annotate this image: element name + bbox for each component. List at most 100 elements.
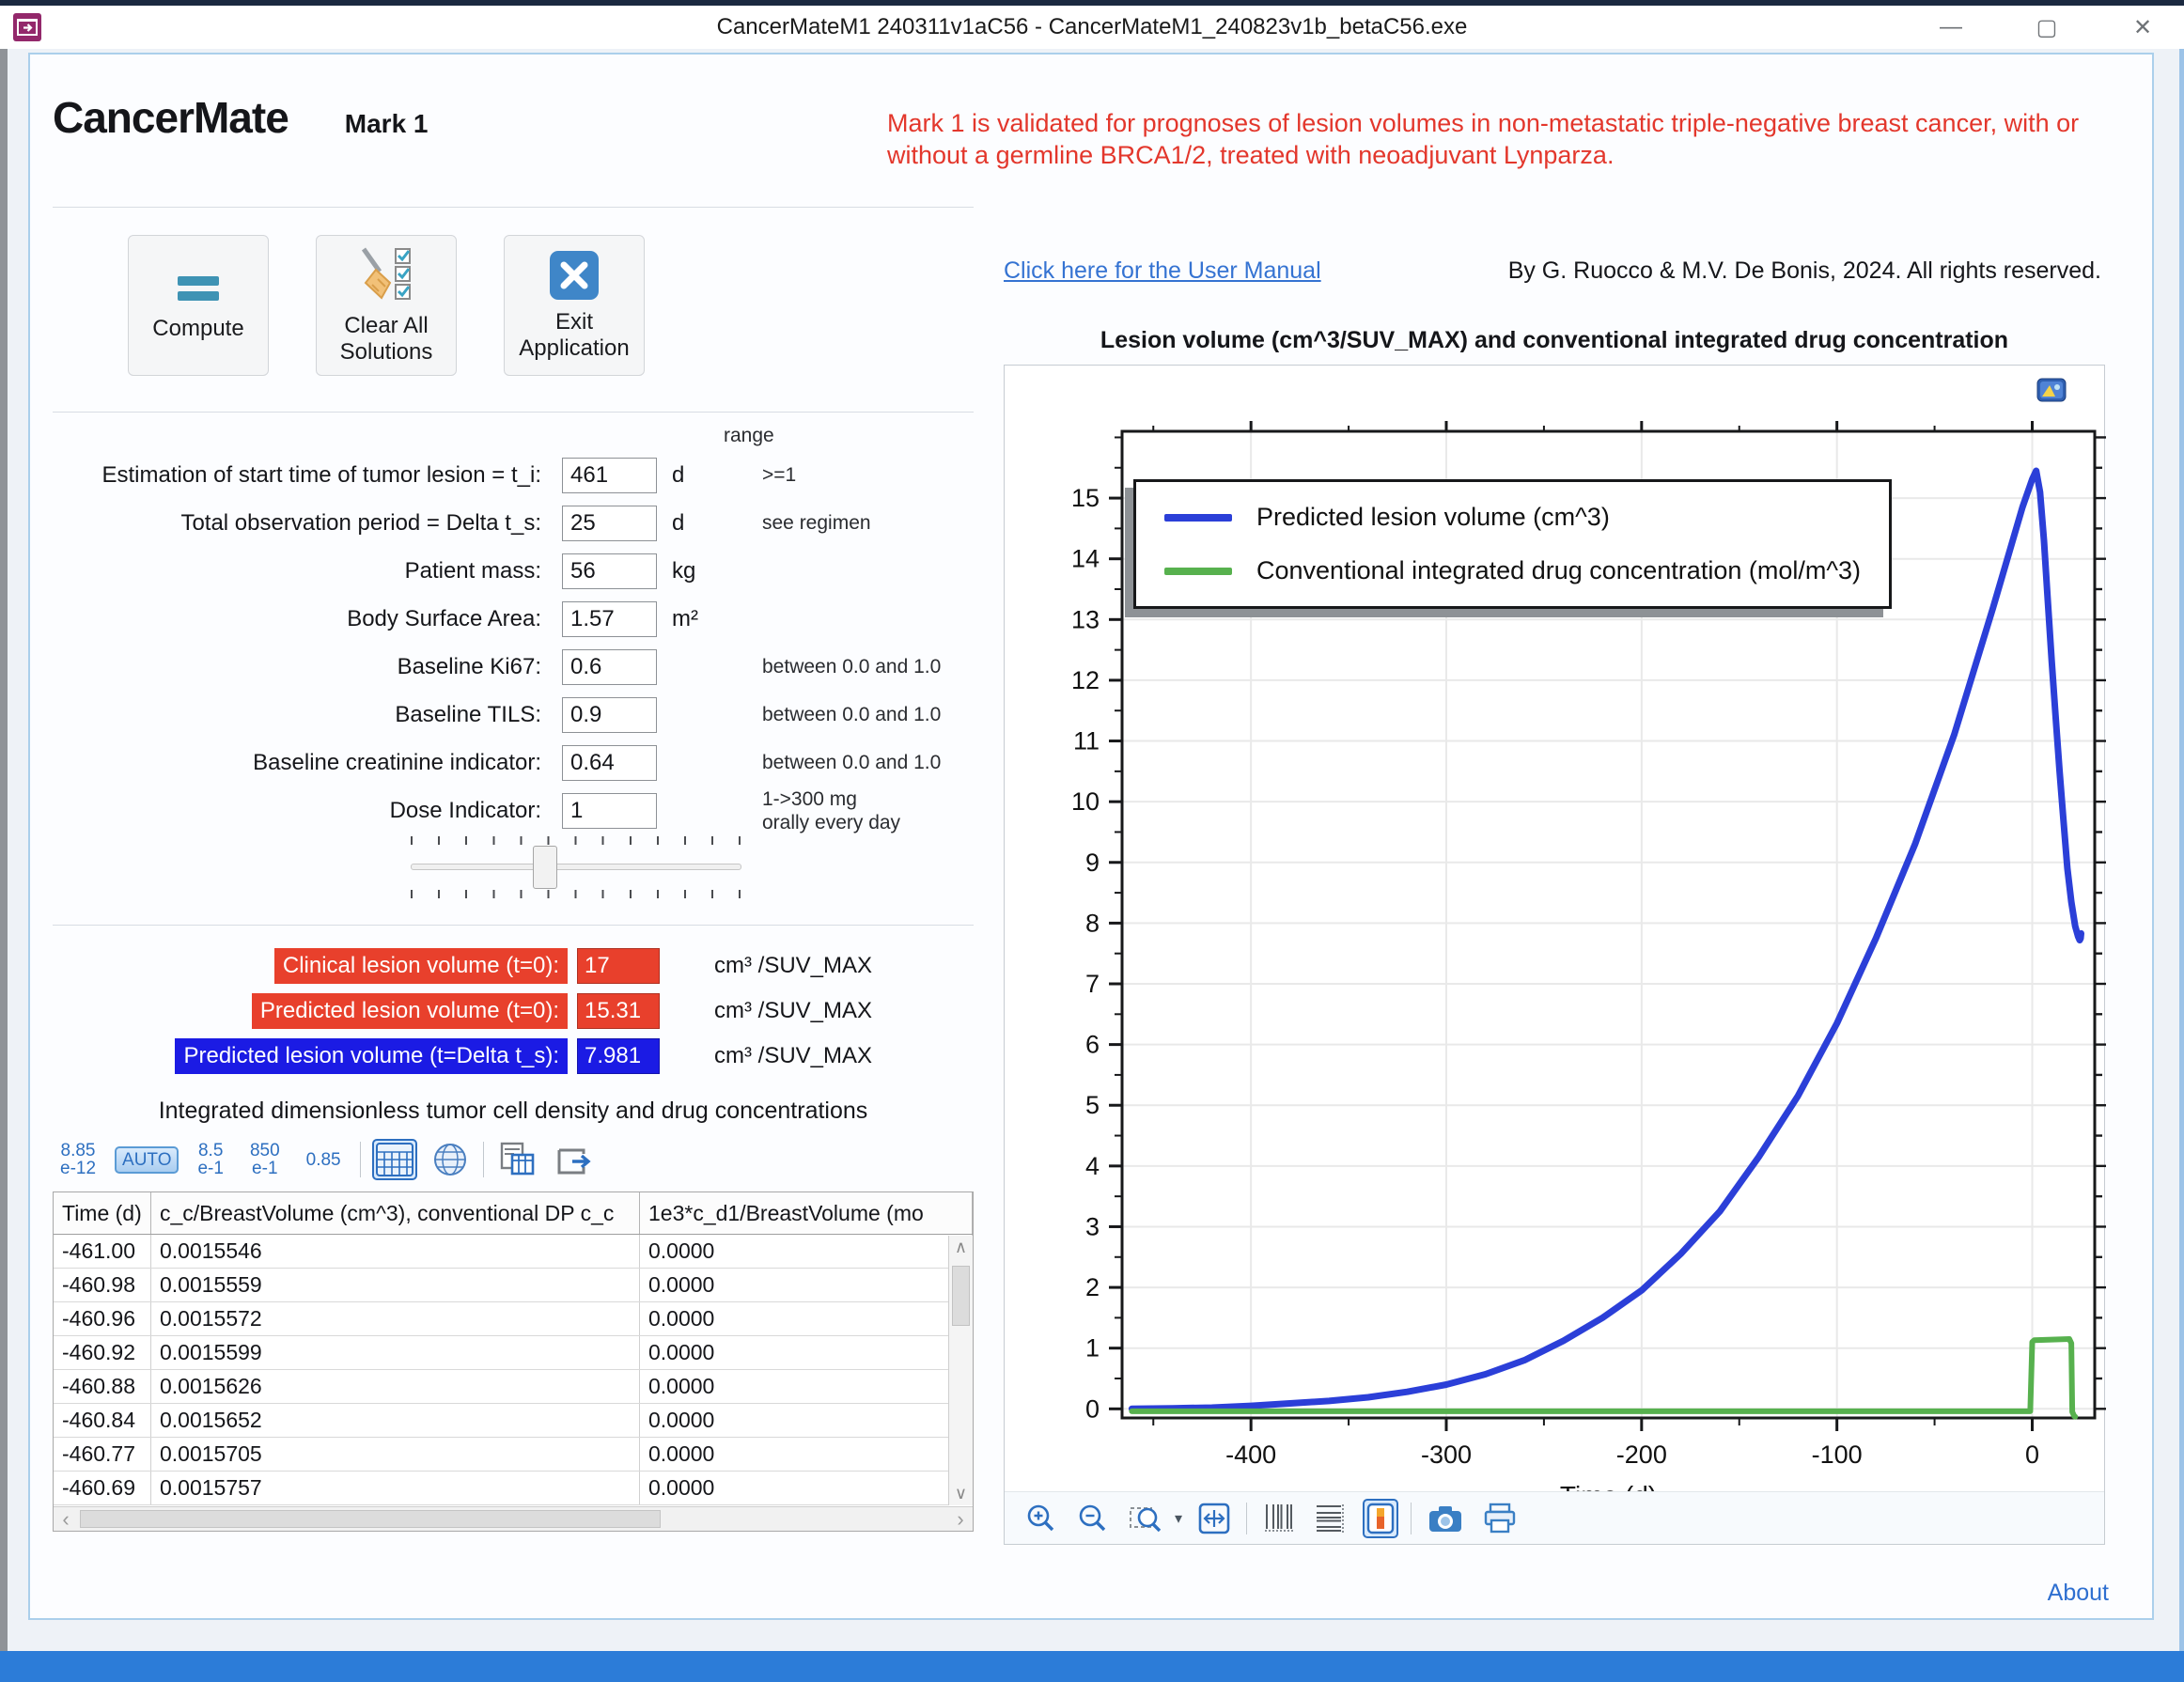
form-row: Estimation of start time of tumor lesion…: [53, 451, 992, 499]
cell-cd1: 0.0000: [640, 1404, 973, 1437]
table-row[interactable]: -460.77 0.0015705 0.0000: [54, 1438, 973, 1472]
horizontal-scroll-thumb[interactable]: [80, 1510, 661, 1528]
svg-text:15: 15: [1071, 484, 1100, 512]
scroll-down-icon[interactable]: ∨: [954, 1484, 968, 1503]
table-row[interactable]: -461.00 0.0015546 0.0000: [54, 1235, 973, 1269]
column-header[interactable]: 1e3*c_d1/BreastVolume (mo: [640, 1192, 973, 1234]
field-range: 1->300 mg orally every day: [762, 787, 900, 834]
cell-cd1: 0.0000: [640, 1302, 973, 1335]
field-label: Patient mass:: [404, 557, 541, 584]
dose-slider[interactable]: [411, 836, 741, 898]
field-range-line1: between 0.0 and 1.0: [762, 704, 942, 725]
copy-table-icon: [500, 1142, 534, 1176]
zoom-out-icon: [1079, 1504, 1106, 1531]
zoom-in-button[interactable]: [1022, 1499, 1061, 1538]
cell-cd1: 0.0000: [640, 1269, 973, 1301]
graphics-window-icon[interactable]: [2036, 377, 2067, 403]
clear-all-solutions-button[interactable]: Clear All Solutions: [316, 235, 457, 376]
table-row[interactable]: -460.98 0.0015559 0.0000: [54, 1269, 973, 1302]
cell-cc: 0.0015757: [151, 1472, 640, 1504]
cell-cd1: 0.0000: [640, 1370, 973, 1403]
form-rows: Estimation of start time of tumor lesion…: [53, 451, 992, 834]
color-legend-toggle-button[interactable]: [1363, 1498, 1399, 1538]
chart-frame: 0123456789101112131415-400-300-200-1000T…: [1004, 365, 2106, 1545]
horizontal-scrollbar[interactable]: ‹ ›: [54, 1506, 973, 1531]
toolbar-separator: [1246, 1502, 1248, 1534]
field-input[interactable]: [562, 457, 657, 493]
export-table-button[interactable]: [552, 1139, 599, 1180]
slider-thumb[interactable]: [533, 846, 557, 889]
zoom-box-button[interactable]: [1125, 1499, 1166, 1538]
field-input[interactable]: [562, 744, 657, 781]
field-input[interactable]: [562, 600, 657, 637]
table-row[interactable]: -460.88 0.0015626 0.0000: [54, 1370, 973, 1404]
exit-application-button[interactable]: Exit Application: [504, 235, 645, 376]
zoom-extents-button[interactable]: [1194, 1499, 1234, 1538]
zoom-out-button[interactable]: [1073, 1499, 1113, 1538]
number-format-button[interactable]: 850 e-1: [242, 1137, 288, 1182]
field-label: Estimation of start time of tumor lesion…: [101, 461, 541, 488]
cell-cc: 0.0015705: [151, 1438, 640, 1471]
field-input[interactable]: [562, 553, 657, 589]
field-range-line2: orally every day: [762, 811, 901, 833]
maximize-icon[interactable]: ▢: [2036, 14, 2058, 40]
format-line2: e-12: [60, 1159, 97, 1178]
cell-cd1: 0.0000: [640, 1235, 973, 1268]
colorbar-icon: [1366, 1503, 1395, 1534]
close-icon[interactable]: ✕: [2132, 14, 2153, 40]
scroll-up-icon[interactable]: ∧: [954, 1238, 968, 1256]
svg-text:2: 2: [1085, 1273, 1100, 1301]
svg-text:-400: -400: [1225, 1441, 1276, 1469]
user-manual-link[interactable]: Click here for the User Manual: [1004, 257, 1321, 284]
slider-ticks-bottom: [411, 890, 741, 898]
vertical-scroll-thumb[interactable]: [952, 1266, 970, 1326]
table-row[interactable]: -460.96 0.0015572 0.0000: [54, 1302, 973, 1336]
result-label: Predicted lesion volume (t=Delta t_s):: [175, 1038, 568, 1074]
scroll-left-icon[interactable]: ‹: [62, 1506, 70, 1531]
field-unit: d: [672, 509, 685, 536]
table-header: Time (d) c_c/BreastVolume (cm^3), conven…: [54, 1192, 973, 1235]
table-row[interactable]: -460.92 0.0015599 0.0000: [54, 1336, 973, 1370]
field-unit: d: [672, 461, 685, 488]
snapshot-button[interactable]: [1424, 1500, 1467, 1537]
minimize-icon[interactable]: —: [1940, 14, 1962, 39]
chart-legend: Predicted lesion volume (cm^3) Convention…: [1133, 479, 1893, 609]
svg-text:3: 3: [1085, 1212, 1100, 1240]
result-row: Clinical lesion volume (t=0): 17 cm³ /SU…: [53, 943, 974, 989]
globe-view-button[interactable]: [429, 1138, 472, 1181]
table-view-button[interactable]: [371, 1139, 417, 1180]
format-line2: e-1: [252, 1159, 278, 1178]
svg-text:6: 6: [1085, 1031, 1100, 1059]
field-input[interactable]: [562, 505, 657, 541]
zoom-options-caret-icon[interactable]: ▾: [1175, 1510, 1183, 1527]
x-axis-log-button[interactable]: [1259, 1499, 1299, 1538]
y-axis-log-button[interactable]: [1311, 1499, 1350, 1538]
slider-ticks-top: [411, 836, 741, 845]
copy-table-button[interactable]: [495, 1138, 540, 1181]
number-format-button[interactable]: 8.5 e-1: [190, 1137, 230, 1182]
field-input[interactable]: [562, 792, 657, 829]
clear-all-solutions-label: Clear All Solutions: [339, 313, 433, 365]
compute-button[interactable]: Compute: [128, 235, 269, 376]
number-format-button[interactable]: 0.85: [299, 1146, 349, 1174]
window-title: CancerMateM1 240311v1aC56 - CancerMateM1…: [716, 14, 1468, 39]
chart-title: Lesion volume (cm^3/SUV_MAX) and convent…: [1100, 327, 2009, 353]
about-link[interactable]: About: [2047, 1580, 2109, 1606]
column-header[interactable]: Time (d): [54, 1192, 151, 1234]
field-input[interactable]: [562, 648, 657, 685]
number-format-button[interactable]: AUTO: [115, 1145, 179, 1174]
number-format-button[interactable]: 8.85 e-12: [53, 1137, 103, 1182]
table-row[interactable]: -460.84 0.0015652 0.0000: [54, 1404, 973, 1438]
chart-toolbar: ▾: [1005, 1491, 2104, 1544]
chart-plot: 0123456789101112131415-400-300-200-1000T…: [1071, 421, 2106, 1493]
scroll-right-icon[interactable]: ›: [957, 1506, 964, 1531]
vertical-scrollbar[interactable]: ∧ ∨: [948, 1236, 973, 1505]
table-row[interactable]: -460.69 0.0015757 0.0000: [54, 1472, 973, 1505]
slider-track[interactable]: [411, 864, 741, 870]
print-button[interactable]: [1479, 1499, 1521, 1538]
svg-text:13: 13: [1071, 605, 1100, 633]
svg-text:10: 10: [1071, 787, 1100, 816]
format-line1: 8.85: [60, 1141, 96, 1160]
field-input[interactable]: [562, 696, 657, 733]
column-header[interactable]: c_c/BreastVolume (cm^3), conventional DP…: [151, 1192, 640, 1234]
